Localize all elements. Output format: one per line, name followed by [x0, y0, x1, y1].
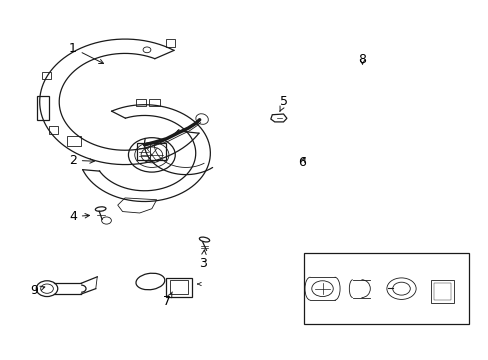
Text: 1: 1 — [69, 41, 103, 63]
Bar — [37, 96, 49, 120]
Bar — [169, 280, 188, 294]
Text: 2: 2 — [69, 154, 94, 167]
Bar — [136, 99, 146, 107]
Bar — [166, 39, 175, 47]
Bar — [304, 253, 468, 324]
Text: 9: 9 — [30, 284, 45, 297]
Bar — [137, 143, 165, 160]
Text: 7: 7 — [163, 292, 172, 308]
Bar — [66, 136, 81, 146]
Text: 8: 8 — [358, 53, 366, 66]
Bar — [42, 72, 51, 78]
Bar — [149, 99, 160, 107]
Text: 4: 4 — [69, 210, 89, 223]
Text: 5: 5 — [279, 95, 288, 111]
Text: 6: 6 — [298, 156, 305, 169]
Bar — [430, 280, 453, 303]
Bar — [433, 283, 450, 300]
Bar — [49, 126, 58, 134]
Bar — [166, 278, 191, 297]
Text: 3: 3 — [199, 250, 206, 270]
